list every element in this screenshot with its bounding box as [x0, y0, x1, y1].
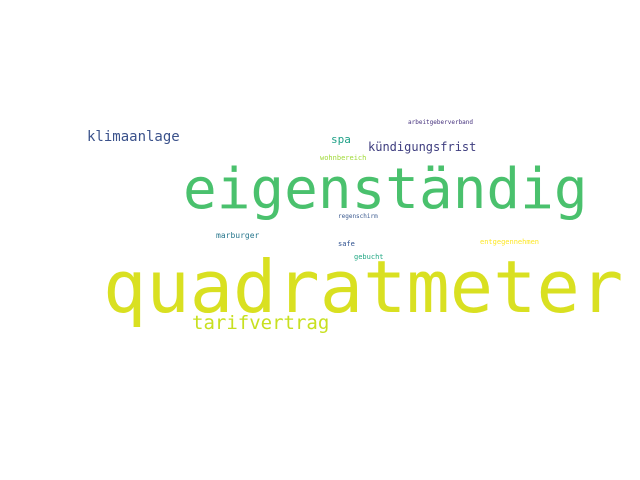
word-eigenstandig: eigenständig [183, 157, 588, 222]
word-regenschirm: regenschirm [338, 213, 378, 220]
word-kundigungsfrist: kündigungsfrist [368, 140, 477, 154]
word-marburger: marburger [216, 231, 260, 240]
word-spa: spa [331, 133, 351, 146]
word-safe: safe [338, 240, 355, 248]
word-wohnbereich: wohnbereich [320, 154, 367, 162]
word-tarifvertrag: tarifvertrag [192, 312, 330, 334]
word-quadratmeter: quadratmeter [103, 245, 624, 329]
word-entgegennehmen: entgegennehmen [480, 238, 540, 246]
word-arbeitgeberverband: arbeitgeberverband [408, 119, 474, 126]
word-gebucht: gebucht [354, 253, 384, 261]
word-klimaanlage: klimaanlage [87, 129, 180, 145]
